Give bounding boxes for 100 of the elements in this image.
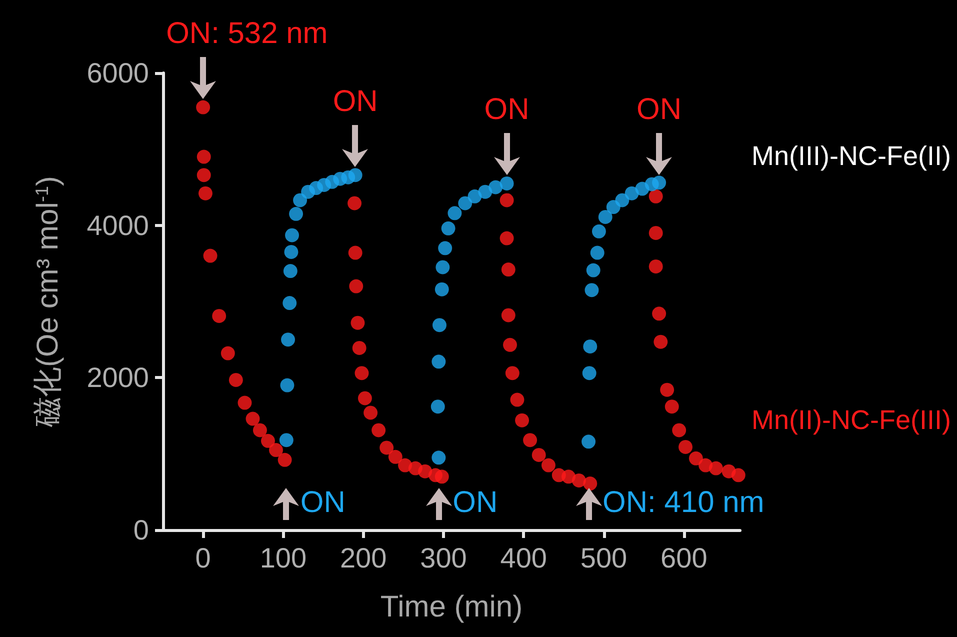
point (500, 176, 514, 190)
x-tick-label: 0 (195, 542, 211, 574)
point (238, 396, 252, 410)
annotation: ON (332, 85, 378, 118)
point (583, 476, 598, 491)
point (731, 468, 746, 482)
y-axis-title: 磁化(Oe cm³ mol-1) (32, 176, 64, 428)
point (582, 366, 596, 380)
point (503, 338, 517, 352)
point (279, 433, 294, 448)
point (478, 184, 492, 199)
point (678, 440, 693, 454)
point (252, 423, 267, 438)
point (196, 168, 211, 182)
point (590, 246, 604, 260)
x-tick-label: 500 (580, 542, 628, 574)
annotation: ON: 410 nm (602, 486, 764, 519)
point (388, 450, 402, 464)
point (648, 226, 663, 240)
point (584, 283, 599, 298)
point (430, 400, 445, 414)
x-tick-label: 300 (420, 542, 467, 574)
point (280, 378, 294, 392)
point (501, 308, 516, 322)
point (688, 451, 703, 466)
point (652, 306, 666, 321)
series-label: Mn(II)-NC-Fe(III) (752, 405, 951, 436)
point (285, 228, 300, 242)
point (708, 461, 723, 476)
point (432, 354, 446, 369)
x-axis-title: Time (min) (380, 590, 523, 624)
point (282, 296, 297, 310)
point (436, 260, 450, 274)
y-tick-label: 0 (133, 514, 149, 546)
point (648, 259, 663, 274)
point (278, 452, 292, 467)
point (660, 382, 674, 397)
point (348, 168, 362, 182)
point (500, 193, 514, 208)
point (348, 196, 362, 210)
point (349, 279, 364, 294)
annotation: ON (484, 93, 530, 126)
point (582, 434, 596, 449)
x-tick-label: 200 (340, 542, 387, 574)
point (352, 340, 366, 355)
point (500, 231, 514, 246)
point (672, 423, 686, 438)
point (220, 346, 235, 360)
point (592, 224, 606, 238)
point (348, 246, 362, 260)
point (260, 434, 275, 448)
point (432, 450, 446, 465)
point (515, 413, 530, 428)
point (505, 366, 520, 380)
point (541, 458, 556, 472)
point (198, 186, 212, 200)
point (664, 400, 679, 414)
point (510, 392, 524, 407)
point (196, 100, 210, 114)
point (293, 193, 308, 208)
y-tick-label: 6000 (86, 58, 149, 88)
annotation: ON (452, 486, 498, 519)
point (468, 189, 482, 204)
x-tick-label: 600 (660, 542, 708, 574)
point (583, 339, 598, 354)
point (350, 316, 365, 330)
point (488, 180, 503, 194)
point (283, 264, 298, 278)
point (438, 241, 452, 256)
point (372, 423, 386, 438)
point (269, 443, 283, 458)
point (586, 263, 600, 278)
point (624, 186, 639, 200)
point (501, 262, 516, 277)
point (652, 176, 666, 190)
annotation: ON (300, 486, 346, 519)
point (523, 433, 538, 448)
text: Mn(III)-NC-Fe(II) (752, 140, 951, 171)
point (203, 248, 218, 263)
y-tick-label: 2000 (86, 362, 149, 394)
point (432, 318, 446, 332)
point (598, 210, 612, 224)
point (284, 244, 298, 259)
point (434, 282, 449, 296)
x-tick-label: 400 (500, 542, 547, 574)
point (648, 189, 663, 204)
point (354, 366, 369, 380)
point (615, 193, 630, 208)
annotation: ON: 532 nm (166, 17, 328, 50)
point (434, 470, 449, 484)
annotation: ON (636, 92, 682, 126)
point (380, 440, 394, 455)
point (281, 332, 296, 347)
y-tick-label: 4000 (86, 210, 149, 241)
point (572, 473, 586, 488)
point (654, 334, 668, 349)
point (448, 206, 462, 220)
point (196, 150, 211, 164)
point (458, 196, 472, 210)
x-tick-label: 100 (260, 542, 307, 574)
